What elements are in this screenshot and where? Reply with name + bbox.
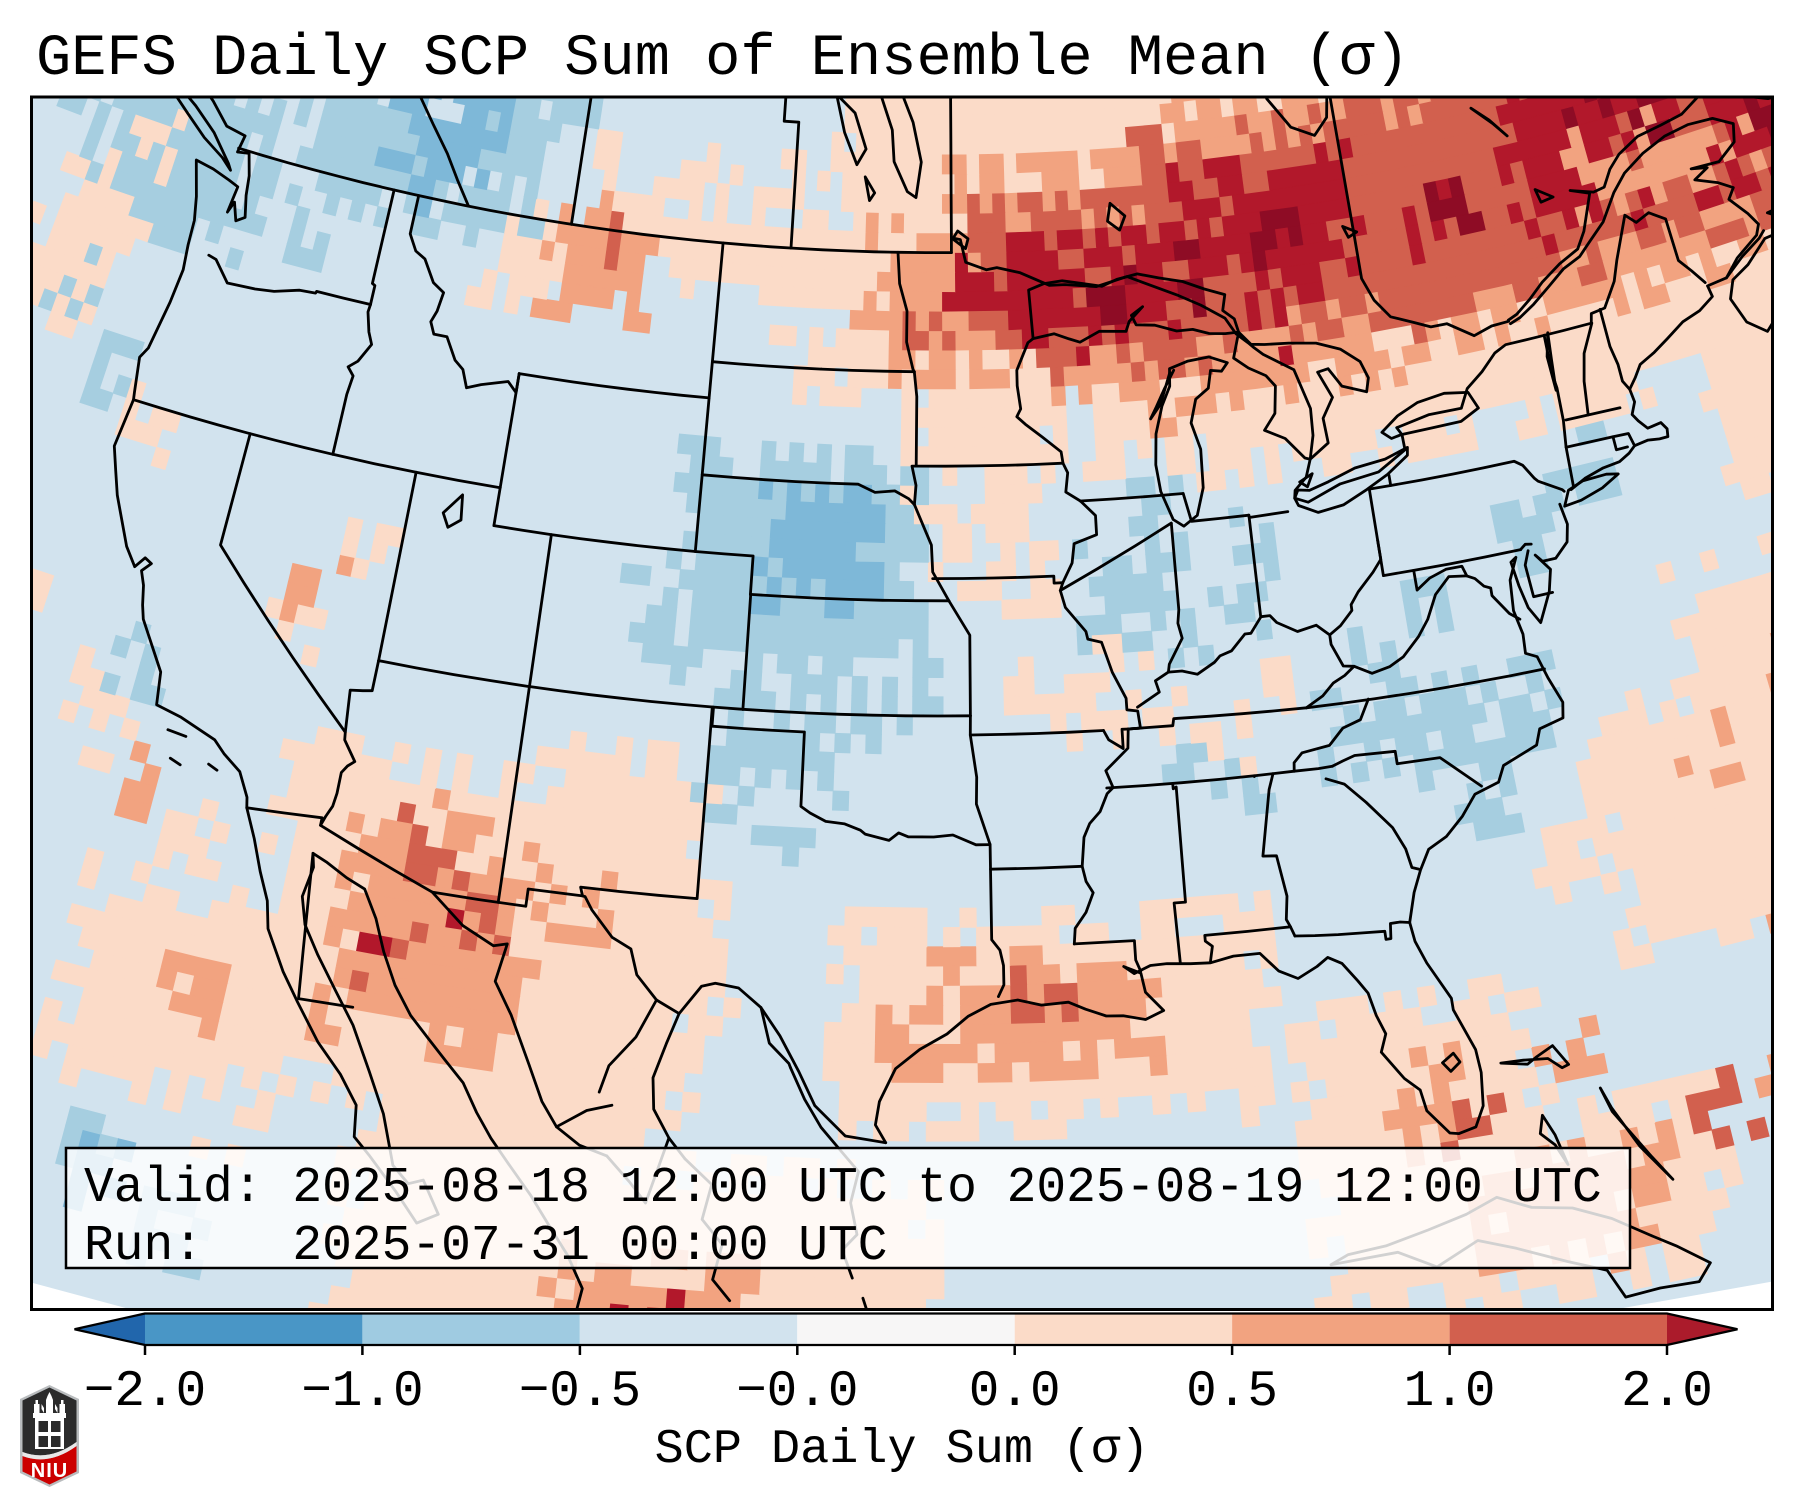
svg-text:−1.0: −1.0 <box>301 1364 423 1421</box>
svg-text:2.0: 2.0 <box>1621 1364 1713 1421</box>
svg-text:0.5: 0.5 <box>1186 1364 1278 1421</box>
svg-text:Valid: 2025-08-18 12:00 UTC to: Valid: 2025-08-18 12:00 UTC to 2025-08-1… <box>84 1160 1602 1216</box>
svg-text:GEFS Daily SCP Sum of Ensemble: GEFS Daily SCP Sum of Ensemble Mean (σ) <box>36 25 1410 92</box>
svg-text:−0.5: −0.5 <box>519 1364 641 1421</box>
svg-text:SCP Daily Sum (σ): SCP Daily Sum (σ) <box>655 1422 1150 1477</box>
svg-text:NIU: NIU <box>31 1460 68 1482</box>
svg-text:Run: 2025-07-31 00:00 UTC: Run: 2025-07-31 00:00 UTC <box>84 1218 888 1274</box>
svg-text:1.0: 1.0 <box>1404 1364 1496 1421</box>
svg-text:−0.0: −0.0 <box>736 1364 858 1421</box>
svg-text:−2.0: −2.0 <box>84 1364 206 1421</box>
svg-text:0.0: 0.0 <box>969 1364 1061 1421</box>
